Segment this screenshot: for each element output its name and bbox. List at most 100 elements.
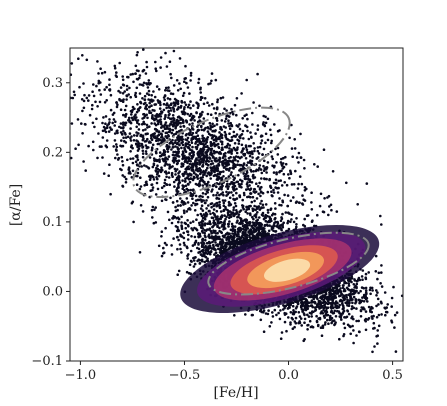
data-point [228,220,231,223]
data-point [170,117,173,120]
data-point [80,122,83,125]
data-point [303,224,307,228]
data-point [113,66,117,70]
data-point [244,172,248,176]
data-point [215,157,218,160]
data-point [305,303,309,306]
data-point [192,171,196,174]
data-point [214,129,217,132]
data-point [376,297,380,301]
data-point [114,120,117,123]
data-point [156,119,159,123]
data-point [264,141,267,145]
data-point [91,90,94,93]
data-point [267,219,271,223]
data-point [225,109,228,112]
data-point [235,97,239,100]
data-point [194,135,198,139]
data-point [87,144,90,148]
data-point [136,121,139,125]
data-point [199,112,202,116]
data-point [171,153,175,157]
data-point [95,117,98,121]
data-point [82,160,85,163]
data-point [249,131,252,134]
data-point [161,157,164,161]
data-point [132,80,135,84]
data-point [210,137,214,140]
data-point [132,139,136,142]
data-point [294,201,298,204]
data-point [170,76,173,80]
data-point [186,176,189,179]
data-point [178,243,182,246]
data-point [298,175,302,178]
data-point [136,154,139,157]
data-point [228,159,232,163]
data-point [170,171,174,175]
data-point [380,223,383,226]
data-point [227,191,231,194]
data-point [126,135,130,139]
data-point [241,149,244,152]
data-point [234,165,237,168]
data-point [217,182,221,186]
data-point [171,106,175,109]
data-point [257,231,260,235]
data-point [219,125,222,129]
data-point [181,155,185,158]
data-point [298,315,302,318]
data-point [215,119,219,122]
data-point [153,159,156,162]
data-point [185,197,189,200]
data-point [140,144,144,147]
data-point [182,91,186,95]
data-point [196,134,200,137]
data-point [181,143,185,147]
data-point [136,149,140,152]
data-point [331,286,335,290]
data-point [210,79,213,83]
data-point [263,177,266,181]
data-point [169,72,172,76]
data-point [251,156,254,159]
data-point [121,163,125,167]
data-point [183,80,186,83]
data-point [141,138,145,142]
data-point [390,296,394,300]
data-point [192,153,195,156]
data-point [145,165,148,168]
data-point [239,136,242,140]
data-point [150,104,153,107]
data-point [216,191,219,195]
data-point [105,85,108,89]
data-point [190,149,194,152]
data-point [224,134,227,137]
data-point [122,136,125,140]
data-point [182,185,185,189]
data-point [242,163,246,166]
data-point [146,86,150,89]
data-point [119,167,122,171]
data-point [166,97,170,100]
data-point [166,150,170,153]
data-point [116,153,119,156]
data-point [123,131,127,135]
data-point [166,210,170,214]
data-point [245,78,248,82]
data-point [225,183,229,186]
data-point [266,312,270,316]
data-point [171,128,175,132]
data-point [201,163,205,167]
data-point [129,150,132,153]
data-point [224,158,227,161]
data-point [370,310,374,314]
data-point [191,165,195,169]
data-point [209,82,212,85]
data-point [196,106,200,110]
data-point [143,184,146,187]
data-point [395,311,399,314]
data-point [209,177,212,180]
data-point [137,109,141,112]
data-point [170,131,174,135]
